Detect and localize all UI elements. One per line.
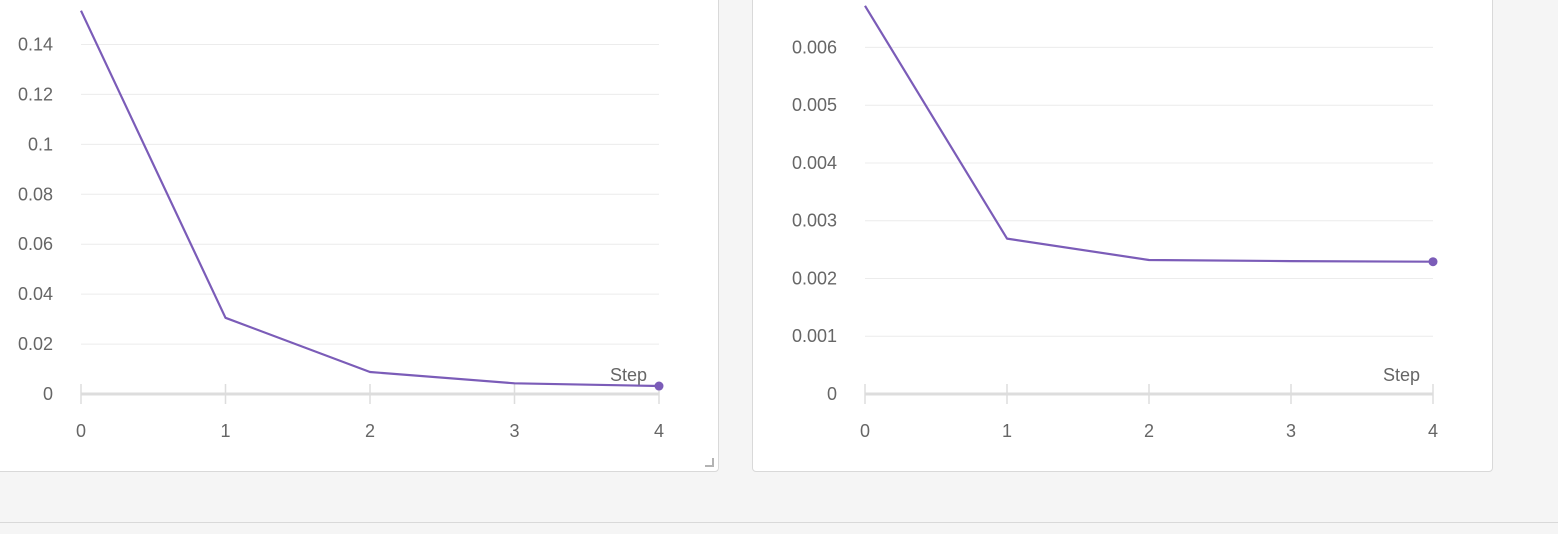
series-line[interactable]	[80, 10, 660, 388]
resize-handle-icon[interactable]	[705, 458, 714, 467]
x-tick-label: 2	[365, 421, 375, 441]
y-tick-label: 0.002	[792, 268, 837, 288]
x-tick-label: 1	[1002, 421, 1012, 441]
y-tick-label: 0.004	[792, 153, 837, 173]
line-chart-right: 0 0.001 0.002 0.003 0.004 0.005 0.006 0 1 2 3 4 Step	[792, 5, 1438, 441]
x-tick-label: 1	[220, 421, 230, 441]
x-tick-label: 4	[1428, 421, 1438, 441]
y-tick-label: 0.006	[792, 37, 837, 57]
line-chart-left: 0 0.02 0.04 0.06 0.08 0.1 0.12 0.14 0 1 2 3 4 Step	[18, 10, 664, 441]
y-tick-label: 0.003	[792, 211, 837, 231]
y-tick-label: 0.005	[792, 95, 837, 115]
y-tick-label: 0.14	[18, 34, 53, 54]
series-end-point[interactable]	[1428, 257, 1438, 267]
y-tick-label: 0.06	[18, 234, 53, 254]
y-tick-label: 0	[43, 384, 53, 404]
bottom-divider	[0, 522, 1558, 523]
y-tick-label: 0.04	[18, 284, 53, 304]
y-tick-label: 0.001	[792, 326, 837, 346]
series-end-point[interactable]	[654, 381, 664, 391]
series-line[interactable]	[864, 5, 1434, 263]
x-axis-label: Step	[610, 365, 647, 385]
x-tick-label: 4	[654, 421, 664, 441]
y-tick-label: 0.12	[18, 84, 53, 104]
y-tick-label: 0.1	[28, 134, 53, 154]
y-tick-label: 0	[827, 384, 837, 404]
chart-panel-right: 0 0.001 0.002 0.003 0.004 0.005 0.006 0 1 2 3 4 Step	[752, 0, 1493, 472]
x-tick-label: 2	[1144, 421, 1154, 441]
x-tick-label: 0	[860, 421, 870, 441]
y-tick-label: 0.08	[18, 184, 53, 204]
x-tick-label: 3	[509, 421, 519, 441]
chart-panel-left: 0 0.02 0.04 0.06 0.08 0.1 0.12 0.14 0 1 2 3 4 Step	[0, 0, 719, 472]
x-tick-label: 0	[76, 421, 86, 441]
x-axis-label: Step	[1383, 365, 1420, 385]
x-tick-label: 3	[1286, 421, 1296, 441]
y-tick-label: 0.02	[18, 334, 53, 354]
